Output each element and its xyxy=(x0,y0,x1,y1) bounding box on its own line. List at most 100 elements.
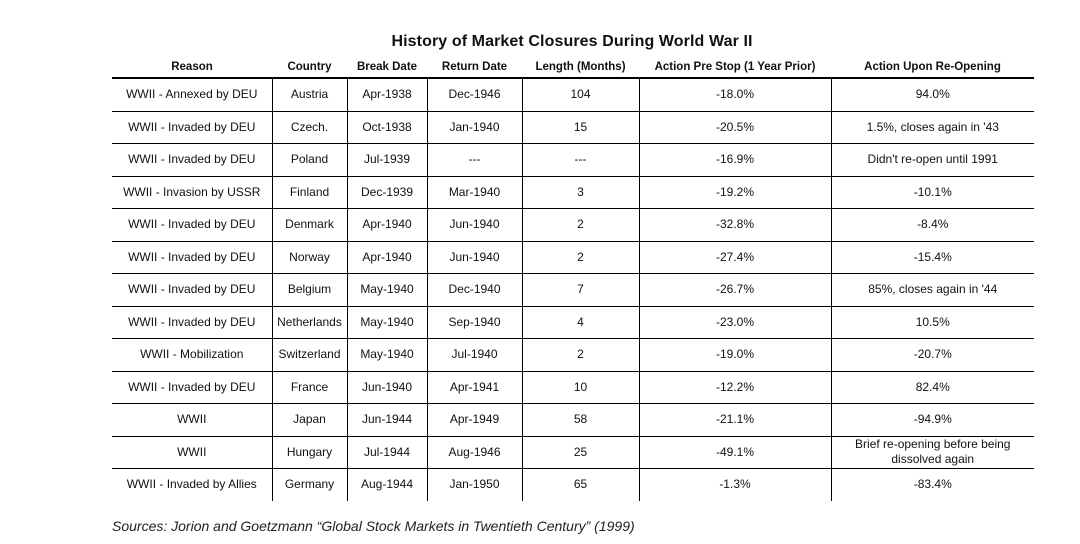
column-header-reason: Reason xyxy=(112,56,272,79)
cell-action-pre-stop: -20.5% xyxy=(638,111,831,144)
cell-length: 2 xyxy=(521,338,639,372)
sources-footnote: Sources: Jorion and Goetzmann “Global St… xyxy=(112,518,635,534)
cell-return-date: Apr-1941 xyxy=(426,371,522,404)
cell-break-date: Jun-1940 xyxy=(346,371,427,404)
cell-break-date: Apr-1938 xyxy=(346,78,427,112)
cell-return-date: Jul-1940 xyxy=(426,338,522,372)
cell-action-re-opening: 82.4% xyxy=(830,371,1034,404)
table-row: WWII Japan Jun-1944 Apr-1949 58 -21.1% -… xyxy=(112,403,1034,437)
cell-country: France xyxy=(271,371,347,404)
table-row: WWII - Annexed by DEU Austria Apr-1938 D… xyxy=(112,78,1034,112)
cell-return-date: Jun-1940 xyxy=(426,208,522,242)
cell-action-re-opening: 94.0% xyxy=(830,78,1034,112)
cell-return-date: --- xyxy=(426,143,522,177)
cell-break-date: Dec-1939 xyxy=(346,176,427,209)
cell-reason: WWII - Invaded by DEU xyxy=(112,371,272,404)
table-row: WWII - Invaded by DEU Czech. Oct-1938 Ja… xyxy=(112,111,1034,144)
cell-country: Denmark xyxy=(271,208,347,242)
cell-reason: WWII - Invaded by DEU xyxy=(112,241,272,274)
cell-length: 3 xyxy=(521,176,639,209)
cell-country: Poland xyxy=(271,143,347,177)
cell-action-re-opening: Didn't re-open until 1991 xyxy=(830,143,1034,177)
cell-length: 4 xyxy=(521,306,639,339)
cell-length: 25 xyxy=(521,436,639,469)
cell-action-pre-stop: -49.1% xyxy=(638,436,831,469)
cell-country: Hungary xyxy=(271,436,347,469)
cell-break-date: Jul-1944 xyxy=(346,436,427,469)
cell-return-date: Jan-1950 xyxy=(426,468,522,501)
cell-action-re-opening: Brief re-opening before being dissolved … xyxy=(830,436,1034,469)
cell-reason: WWII xyxy=(112,403,272,437)
column-header-return-date: Return Date xyxy=(427,56,522,79)
market-closures-table: Reason Country Break Date Return Date Le… xyxy=(112,56,1034,501)
cell-length: 10 xyxy=(521,371,639,404)
cell-country: Norway xyxy=(271,241,347,274)
cell-return-date: Dec-1946 xyxy=(426,78,522,112)
cell-action-pre-stop: -19.0% xyxy=(638,338,831,372)
cell-return-date: Apr-1949 xyxy=(426,403,522,437)
cell-action-re-opening: -15.4% xyxy=(830,241,1034,274)
column-header-action-re-opening: Action Upon Re-Opening xyxy=(831,56,1034,79)
cell-return-date: Jun-1940 xyxy=(426,241,522,274)
cell-break-date: Jun-1944 xyxy=(346,403,427,437)
table-row: WWII - Invasion by USSR Finland Dec-1939… xyxy=(112,176,1034,209)
cell-country: Austria xyxy=(271,78,347,112)
header-row: Reason Country Break Date Return Date Le… xyxy=(112,56,1034,79)
table-row: WWII - Invaded by DEU France Jun-1940 Ap… xyxy=(112,371,1034,404)
cell-action-pre-stop: -16.9% xyxy=(638,143,831,177)
table-row: WWII Hungary Jul-1944 Aug-1946 25 -49.1%… xyxy=(112,436,1034,469)
cell-length: 58 xyxy=(521,403,639,437)
cell-reason: WWII - Invaded by DEU xyxy=(112,111,272,144)
cell-country: Germany xyxy=(271,468,347,501)
cell-action-pre-stop: -32.8% xyxy=(638,208,831,242)
cell-break-date: May-1940 xyxy=(346,306,427,339)
cell-country: Belgium xyxy=(271,273,347,307)
cell-length: 65 xyxy=(521,468,639,501)
cell-action-pre-stop: -23.0% xyxy=(638,306,831,339)
cell-reason: WWII - Invaded by DEU xyxy=(112,208,272,242)
column-header-length: Length (Months) xyxy=(522,56,639,79)
cell-action-re-opening: 85%, closes again in '44 xyxy=(830,273,1034,307)
column-header-break-date: Break Date xyxy=(347,56,427,79)
cell-country: Netherlands xyxy=(271,306,347,339)
cell-break-date: May-1940 xyxy=(346,273,427,307)
cell-return-date: Mar-1940 xyxy=(426,176,522,209)
cell-length: 15 xyxy=(521,111,639,144)
cell-country: Switzerland xyxy=(271,338,347,372)
cell-break-date: Apr-1940 xyxy=(346,241,427,274)
column-header-country: Country xyxy=(272,56,347,79)
cell-action-pre-stop: -27.4% xyxy=(638,241,831,274)
table-row: WWII - Invaded by DEU Poland Jul-1939 --… xyxy=(112,143,1034,177)
cell-country: Finland xyxy=(271,176,347,209)
cell-action-re-opening: -94.9% xyxy=(830,403,1034,437)
cell-action-pre-stop: -12.2% xyxy=(638,371,831,404)
cell-reason: WWII - Invaded by DEU xyxy=(112,143,272,177)
cell-length: 7 xyxy=(521,273,639,307)
cell-reason: WWII - Invasion by USSR xyxy=(112,176,272,209)
cell-country: Czech. xyxy=(271,111,347,144)
cell-return-date: Jan-1940 xyxy=(426,111,522,144)
cell-break-date: Jul-1939 xyxy=(346,143,427,177)
cell-return-date: Aug-1946 xyxy=(426,436,522,469)
cell-return-date: Sep-1940 xyxy=(426,306,522,339)
cell-action-re-opening: -8.4% xyxy=(830,208,1034,242)
table-title: History of Market Closures During World … xyxy=(391,33,753,50)
cell-length: 2 xyxy=(521,208,639,242)
column-header-action-pre-stop: Action Pre Stop (1 Year Prior) xyxy=(639,56,831,79)
cell-action-re-opening: -10.1% xyxy=(830,176,1034,209)
table-row: WWII - Invaded by DEU Norway Apr-1940 Ju… xyxy=(112,241,1034,274)
cell-length: --- xyxy=(521,143,639,177)
cell-country: Japan xyxy=(271,403,347,437)
cell-action-pre-stop: -19.2% xyxy=(638,176,831,209)
cell-action-re-opening: 1.5%, closes again in '43 xyxy=(830,111,1034,144)
table-row: WWII - Mobilization Switzerland May-1940… xyxy=(112,338,1034,372)
cell-action-re-opening: 10.5% xyxy=(830,306,1034,339)
cell-return-date: Dec-1940 xyxy=(426,273,522,307)
cell-length: 104 xyxy=(521,78,639,112)
table-row: WWII - Invaded by DEU Belgium May-1940 D… xyxy=(112,273,1034,307)
cell-break-date: Oct-1938 xyxy=(346,111,427,144)
cell-length: 2 xyxy=(521,241,639,274)
cell-action-pre-stop: -21.1% xyxy=(638,403,831,437)
cell-action-pre-stop: -26.7% xyxy=(638,273,831,307)
cell-action-re-opening: -20.7% xyxy=(830,338,1034,372)
